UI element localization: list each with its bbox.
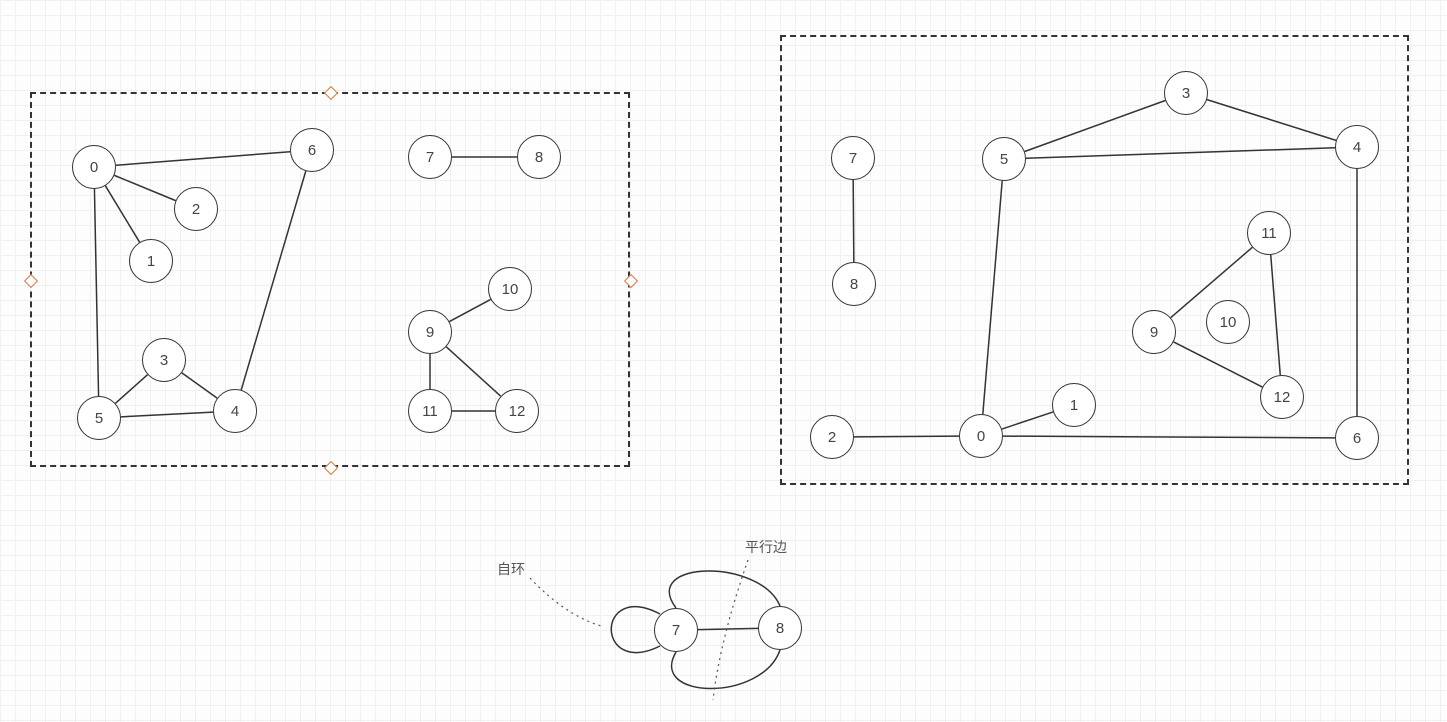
node-label: 11 [1261, 225, 1277, 242]
node-label: 7 [426, 149, 434, 166]
node-label: 5 [1000, 151, 1008, 168]
graph-node-R2[interactable]: 2 [810, 415, 854, 459]
node-label: 8 [850, 276, 858, 293]
graph-node-L0[interactable]: 0 [72, 145, 116, 189]
diagram-canvas[interactable]: 0123456789101112012345678910111278自环平行边 [0, 0, 1447, 722]
node-label: 10 [1220, 314, 1237, 331]
graph-node-L2[interactable]: 2 [174, 187, 218, 231]
graph-node-R11[interactable]: 11 [1247, 211, 1291, 255]
graph-node-R0[interactable]: 0 [959, 414, 1003, 458]
graph-node-R9[interactable]: 9 [1132, 310, 1176, 354]
graph-node-L10[interactable]: 10 [488, 267, 532, 311]
node-label: 6 [1353, 430, 1361, 447]
curve [530, 578, 601, 626]
node-label: 4 [231, 403, 239, 420]
graph-node-R4[interactable]: 4 [1335, 125, 1379, 169]
curve [713, 560, 748, 700]
node-label: 8 [535, 149, 543, 166]
node-label: 12 [509, 403, 526, 420]
node-label: 6 [308, 142, 316, 159]
graph-node-L9[interactable]: 9 [408, 310, 452, 354]
parallel-edge-label: 平行边 [745, 537, 787, 557]
graph-node-R7[interactable]: 7 [831, 136, 875, 180]
graph-node-R3[interactable]: 3 [1164, 71, 1208, 115]
curve [669, 571, 780, 608]
graph-node-L11[interactable]: 11 [408, 389, 452, 433]
graph-node-L4[interactable]: 4 [213, 389, 257, 433]
node-label: 9 [1150, 324, 1158, 341]
graph-node-B7[interactable]: 7 [654, 608, 698, 652]
node-label: 12 [1274, 389, 1291, 406]
node-label: 11 [422, 403, 438, 420]
node-label: 7 [849, 150, 857, 167]
node-label: 1 [147, 253, 155, 270]
graph-node-R8[interactable]: 8 [832, 262, 876, 306]
node-label: 2 [828, 429, 836, 446]
graph-node-R12[interactable]: 12 [1260, 375, 1304, 419]
graph-node-R6[interactable]: 6 [1335, 416, 1379, 460]
node-label: 9 [426, 324, 434, 341]
node-label: 8 [776, 620, 784, 637]
node-label: 0 [90, 159, 98, 176]
graph-node-L5[interactable]: 5 [77, 396, 121, 440]
node-label: 0 [977, 428, 985, 445]
self-loop-label: 自环 [497, 559, 525, 579]
node-label: 4 [1353, 139, 1361, 156]
graph-node-L3[interactable]: 3 [142, 338, 186, 382]
graph-node-L6[interactable]: 6 [290, 128, 334, 172]
graph-node-L8[interactable]: 8 [517, 135, 561, 179]
graph-node-R1[interactable]: 1 [1052, 383, 1096, 427]
node-label: 7 [672, 622, 680, 639]
graph-node-B8[interactable]: 8 [758, 606, 802, 650]
node-label: 3 [160, 352, 168, 369]
node-label: 1 [1070, 397, 1078, 414]
node-label: 2 [192, 201, 200, 218]
graph-node-R10[interactable]: 10 [1206, 300, 1250, 344]
graph-node-L12[interactable]: 12 [495, 389, 539, 433]
curve [611, 607, 660, 653]
node-label: 3 [1182, 85, 1190, 102]
graph-node-L7[interactable]: 7 [408, 135, 452, 179]
right-box[interactable] [780, 35, 1409, 485]
curve [672, 650, 780, 689]
graph-node-R5[interactable]: 5 [982, 137, 1026, 181]
node-label: 5 [95, 410, 103, 427]
graph-node-L1[interactable]: 1 [129, 239, 173, 283]
node-label: 10 [502, 281, 519, 298]
edge [698, 628, 758, 629]
